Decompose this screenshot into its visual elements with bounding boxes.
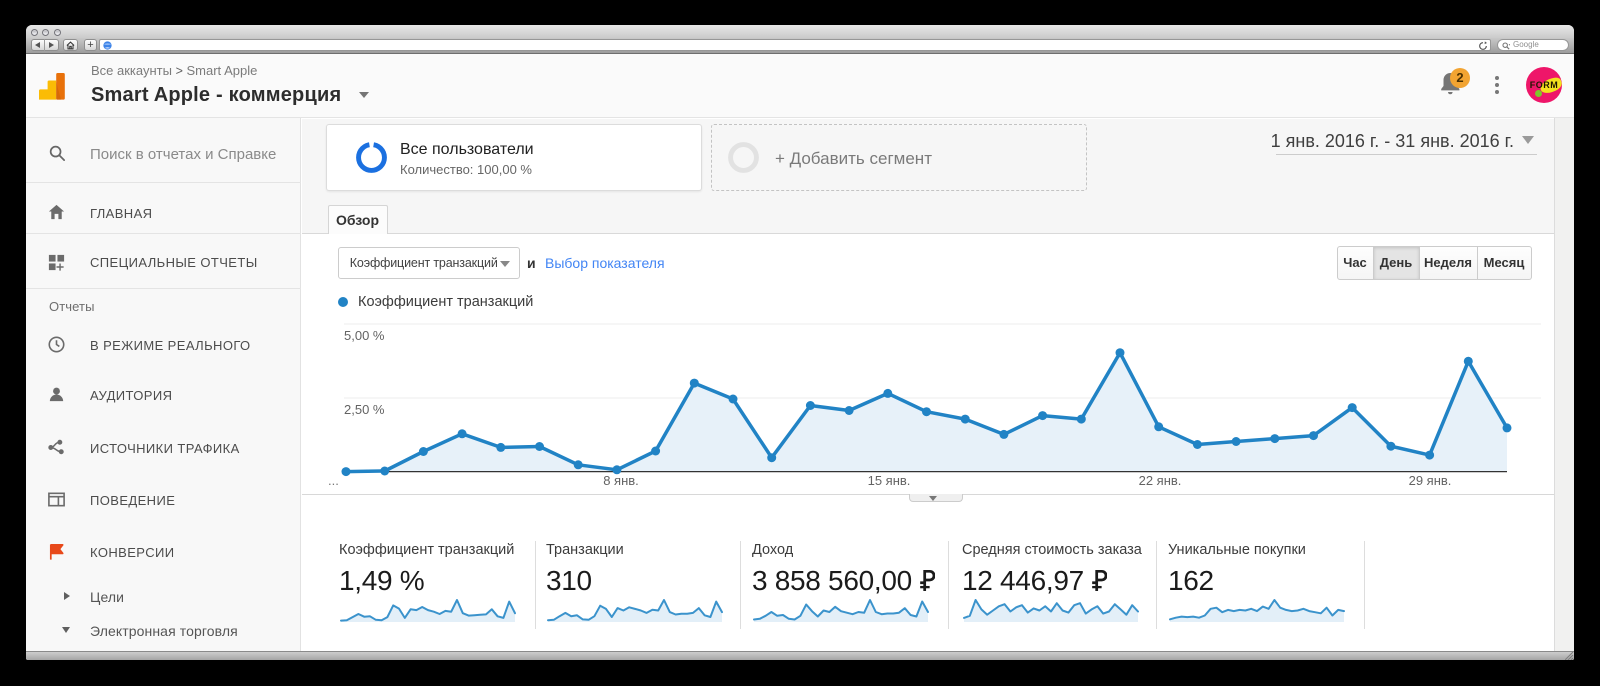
- svg-text:2,50 %: 2,50 %: [344, 402, 385, 417]
- svg-text:5,00 %: 5,00 %: [344, 328, 385, 343]
